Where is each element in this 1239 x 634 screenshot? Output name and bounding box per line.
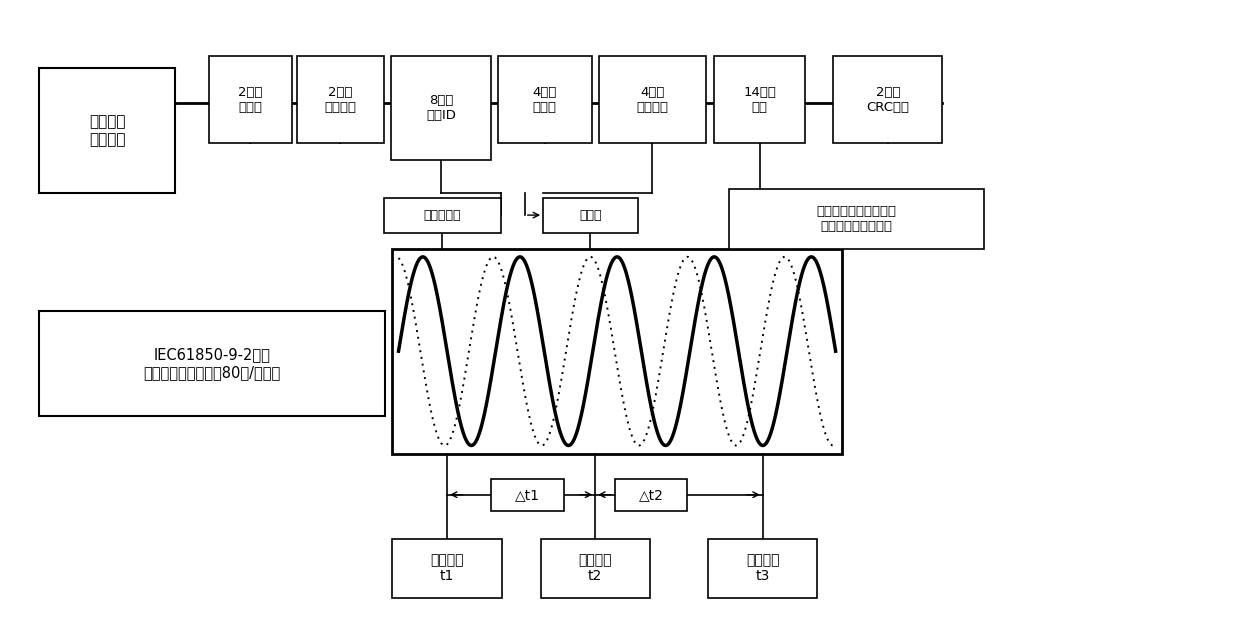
- Text: 14字节
数据: 14字节 数据: [743, 86, 776, 113]
- Bar: [833, 56, 943, 143]
- Bar: [384, 198, 501, 233]
- Bar: [543, 198, 638, 233]
- Bar: [393, 539, 502, 598]
- Bar: [615, 479, 688, 511]
- Bar: [498, 56, 591, 143]
- Bar: [40, 68, 175, 193]
- Text: 2字节
帧字节数: 2字节 帧字节数: [325, 86, 357, 113]
- Text: 绝对时间
t2: 绝对时间 t2: [579, 553, 612, 583]
- Bar: [40, 311, 385, 417]
- Text: △t2: △t2: [638, 488, 664, 501]
- Bar: [296, 56, 384, 143]
- Bar: [729, 189, 984, 249]
- Text: 调度主站
数据格式: 调度主站 数据格式: [89, 114, 125, 147]
- Text: 4字节
世纪秒: 4字节 世纪秒: [533, 86, 558, 113]
- Text: 绝对时间
t3: 绝对时间 t3: [746, 553, 779, 583]
- Text: 绝对时间
t1: 绝对时间 t1: [430, 553, 463, 583]
- Bar: [209, 56, 291, 143]
- Text: 时间点: 时间点: [579, 209, 602, 222]
- Bar: [709, 539, 818, 598]
- Text: △t1: △t1: [514, 488, 540, 501]
- Text: IEC61850-9-2协议
数据格式（采样率：80点/周波）: IEC61850-9-2协议 数据格式（采样率：80点/周波）: [144, 347, 281, 380]
- Text: 4字节
时间时标: 4字节 时间时标: [637, 86, 668, 113]
- Text: 2字节
同步帧: 2字节 同步帧: [238, 86, 263, 113]
- Bar: [540, 539, 649, 598]
- Bar: [491, 479, 564, 511]
- Text: 含频率、幅值、相角以
及频率变化量等数据: 含频率、幅值、相角以 及频率变化量等数据: [817, 205, 896, 233]
- Text: 2字节
CRC校验: 2字节 CRC校验: [866, 86, 909, 113]
- Bar: [598, 56, 706, 143]
- Bar: [393, 249, 841, 454]
- Bar: [392, 56, 491, 160]
- Text: 测试起始点: 测试起始点: [424, 209, 461, 222]
- Text: 8字节
装置ID: 8字节 装置ID: [426, 94, 456, 122]
- Bar: [714, 56, 805, 143]
